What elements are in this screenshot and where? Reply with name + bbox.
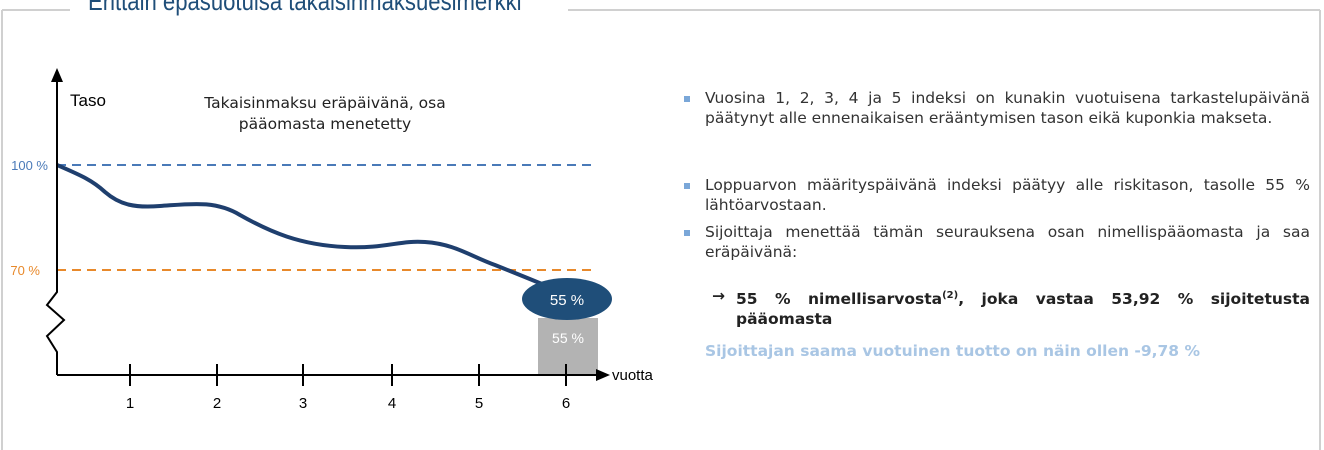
bullet: Sijoittaja menettää tämän seurauksena os…	[705, 223, 1310, 261]
bullet: Vuosina 1, 2, 3, 4 ja 5 indeksi on kunak…	[705, 89, 1310, 127]
arrow: →	[712, 287, 725, 305]
x-arrow	[596, 369, 610, 381]
level-label: 100 %	[11, 158, 48, 173]
title: Erittäin epäsuotuisa takaisinmaksuesimer…	[88, 0, 522, 16]
x-tick-label: 2	[213, 395, 221, 412]
y-axis-label: Taso	[70, 91, 106, 110]
bullet: Loppuarvon määrityspäivänä indeksi pääty…	[705, 176, 1310, 214]
x-tick-label: 6	[562, 395, 570, 412]
bubble-label: 55 %	[550, 292, 584, 309]
caption-box: Takaisinmaksu eräpäivänä, osa pääomasta …	[204, 94, 446, 133]
x-tick-label: 5	[475, 395, 483, 412]
result-bubble	[522, 278, 612, 320]
level-label: 70 %	[10, 263, 40, 278]
caption: Takaisinmaksu eräpäivänä, osa pääomasta …	[204, 94, 446, 133]
x-tick-label: 1	[126, 395, 134, 412]
index-curve	[56, 163, 569, 297]
y-arrow	[51, 68, 63, 82]
axes	[45, 78, 598, 376]
x-tick-label: 3	[299, 395, 307, 412]
footnote-ref: (2)	[942, 290, 959, 301]
frame	[1, 9, 1321, 450]
result-text: 55 % nimellisarvosta	[736, 290, 943, 309]
bullet-marker	[684, 230, 690, 236]
bar-label: 55 %	[552, 330, 584, 346]
result-line: → 55 % nimellisarvosta(2), joka vastaa 53…	[712, 286, 1310, 329]
bullet-marker	[684, 183, 690, 189]
result-text: , joka vastaa 53,92 % sijoitetusta pääom…	[736, 290, 1310, 329]
bullet-marker	[684, 96, 690, 102]
return-note: Sijoittajan saama vuotuinen tuotto on nä…	[705, 342, 1201, 360]
x-tick-label: 4	[388, 395, 396, 412]
result-bar	[538, 318, 598, 375]
x-axis-label: vuotta	[612, 367, 654, 384]
